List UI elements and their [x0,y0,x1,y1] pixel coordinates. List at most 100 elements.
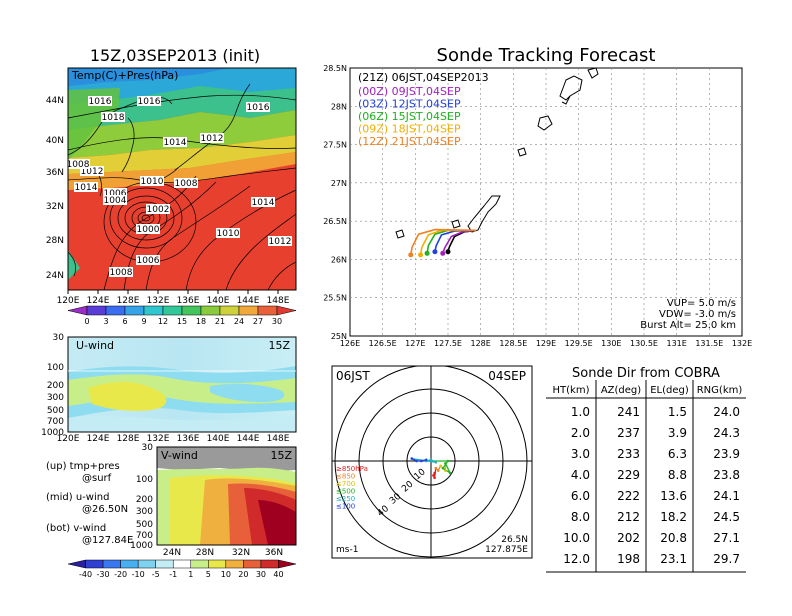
tracking-lat-tick: 27N [331,179,347,188]
wind-colorbar: -40 -30 -20 -10 -5 -1 1 5 10 20 30 40 [67,559,297,579]
tracking-lat-tick: 28N [331,102,347,111]
isobar-label-box [136,224,160,234]
isobar-label: 1016 [137,96,161,107]
wind-colorbar-segment [67,559,86,569]
main-map-tick-marks [67,290,279,294]
table-cell: 241 [617,405,640,419]
isobar-label: 1014 [251,197,275,208]
table-cell: 20.8 [660,531,687,545]
isobar-label-text: 1006 [137,256,160,266]
isobar-label-box [268,236,292,246]
wind-colorbar-segment [225,559,244,569]
tracking-lat-tick: 27.5N [323,141,347,150]
isobar-label-box [140,176,164,186]
tracking-lat-tick: 26N [331,255,347,264]
polar-level-label: ≤100 [336,503,355,511]
wind-colorbar-label: 40 [273,570,283,579]
v-wind-x-tick: 24N [163,548,181,558]
table-cell: 222 [617,489,640,503]
table-cell: 198 [617,552,640,566]
colorbar-label: 3 [103,317,108,326]
u-wind-y-tick: 700 [47,417,64,427]
isobar-label-box [246,102,270,112]
u-wind-y-tick: 100 [47,363,64,373]
polar-hodograph [410,457,452,480]
lon-tick-label: 144E [237,296,260,306]
lon-tick-label: 132E [147,296,170,306]
sonde-track-endpoint [408,252,414,258]
u-wind-field [68,337,296,432]
tracking-legend-entry: (09Z) 18JST,04SEP [358,123,461,136]
isobar-label-box [146,204,170,214]
main-map-frame [67,67,297,291]
isobar-label-text: 1012 [269,237,292,247]
tracking-grid [350,68,742,336]
isobar-label-box [80,166,104,176]
hodograph-point [433,471,436,475]
hodograph-point [444,469,447,472]
colorbar-label: 24 [234,317,244,326]
table-header-cell: EL(deg) [650,385,689,396]
colorbar-label: 30 [272,317,282,326]
table-cell: 23.1 [660,552,687,566]
isobar-label-text: 1004 [104,196,127,206]
lat-tick-label: 36N [46,168,64,178]
isobar-label: 1002 [146,204,170,215]
tracking-header: (21Z) 06JST,04SEP2013 [358,71,489,84]
v-wind-x-tick: 32N [232,548,250,558]
isobar-label: 1004 [103,195,127,206]
v-wind-frame [156,446,297,546]
tracking-lon-tick: 130E [601,339,621,348]
polar-level-legend: ≥850hPa≤850≤700≤500≤250≤100 [336,465,368,511]
polar-left-label: 06JST [336,369,370,383]
table-header-cell: HT(km) [553,385,590,396]
tracking-lon-tick: 131.5E [695,339,723,348]
table-cell: 23.8 [713,468,740,482]
table-cell: 27.1 [713,531,740,545]
u-wind-x-tick: 136E [177,434,200,444]
polar-lat: 26.5N [501,535,528,545]
isobar-label-box [163,137,187,147]
table-cell: 4.0 [571,468,590,482]
isobar-label-box [109,267,133,277]
tracking-lon-tick: 126.5E [369,339,397,348]
tracking-lat-tick: 25.5N [323,294,347,303]
tracking-lon-ticks: 126E 126.5E 127E 127.5E 128E 128.5E 129E 129.5E… [340,339,752,348]
wind-colorbar-segment [120,559,139,569]
wind-colorbar-segment [190,559,209,569]
isobar-label: 1014 [163,137,187,148]
table-cell: 12.0 [563,552,590,566]
u-wind-label: U-wind [76,339,114,352]
colorbar-label: 9 [141,317,146,326]
wind-legend-line: @26.50N [82,504,128,515]
hodograph-point [410,457,414,460]
hodograph-point [434,466,438,470]
colorbar-label: 12 [158,317,168,326]
colorbar-segment [219,305,240,316]
table-cell: 233 [617,447,640,461]
polar-level-label: ≤850 [336,473,355,481]
wind-colorbar-segment [243,559,262,569]
wind-colorbar-segment [278,559,297,569]
tracking-legend: (21Z) 06JST,04SEP2013(00Z) 09JST,04SEP(0… [358,71,489,148]
table-cell: 24.5 [713,510,740,524]
main-map-label: Temp(C)+Pres(hPa) [71,69,178,82]
colorbar-label: 21 [215,317,225,326]
isobar-label: 1010 [140,176,164,187]
sonde-track-endpoint [418,252,424,258]
polar-level-label: ≤250 [336,495,355,503]
tracking-lon-tick: 126E [340,339,360,348]
isobar-label: 1016 [88,96,112,107]
wind-colorbar-label: 10 [221,570,231,579]
hodograph-point [448,471,452,475]
islands [395,67,599,239]
table-cell: 1.5 [668,405,687,419]
lon-tick-label: 148E [267,296,290,306]
isobar-label: 1012 [200,133,224,144]
colorbar-segment [200,305,221,316]
hodograph-point [433,476,436,480]
isobar-label: 1010 [216,228,240,239]
isobar-label: 1012 [268,236,292,247]
hodograph-point [439,464,442,468]
table-cell: 3.9 [668,426,687,440]
